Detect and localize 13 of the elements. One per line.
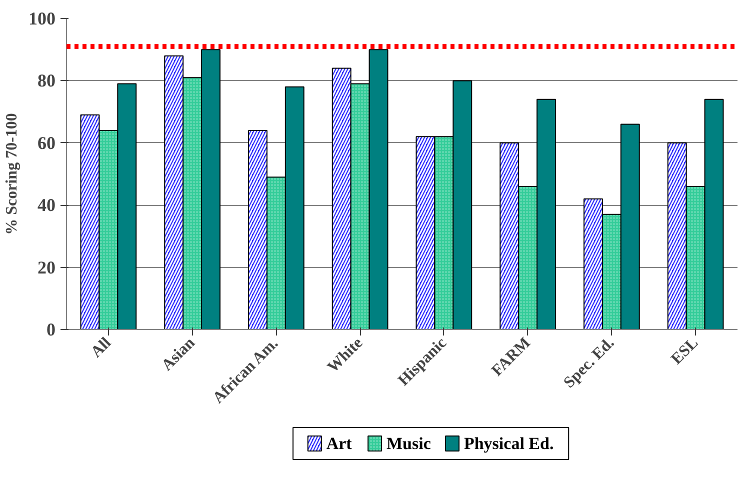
x-tick-label: ESL [668,334,702,368]
y-tick-label: 20 [38,257,56,278]
y-tick-label: 60 [38,132,56,153]
y-tick-label: 0 [46,320,56,340]
y-tick-label: 80 [38,70,56,91]
legend-label: Physical Ed. [464,434,554,453]
legend-label: Music [386,434,432,453]
legend-label: Art [326,434,352,453]
y-tick-label: 100 [28,8,56,28]
x-tick-label: All [88,334,115,361]
y-tick-label: 40 [38,195,56,216]
y-axis-title: % Scoring 70-100 [4,113,20,235]
x-tick-label: Spec. Ed. [560,334,618,392]
